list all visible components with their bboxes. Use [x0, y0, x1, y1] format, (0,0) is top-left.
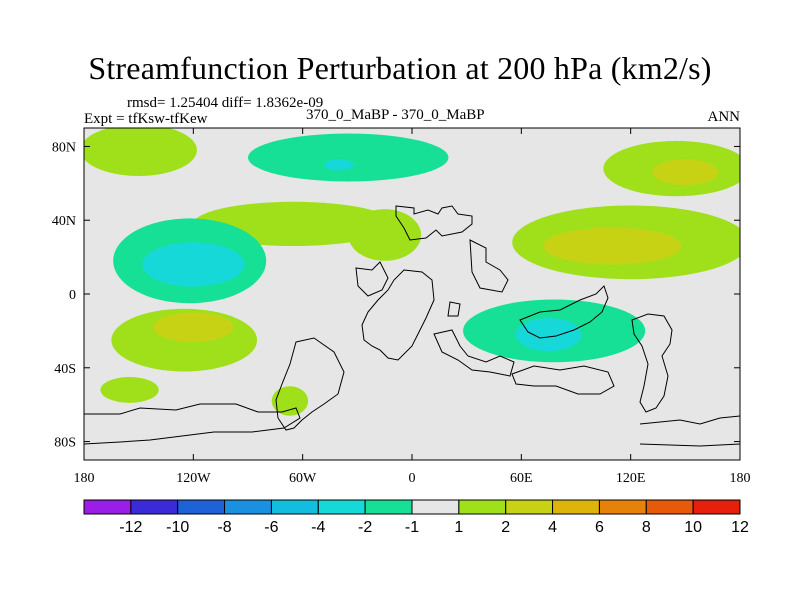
colorbar-swatch: [177, 499, 226, 515]
colorbar-label: 8: [642, 519, 651, 536]
colorbar-label: 6: [595, 519, 604, 536]
colorbar-swatch: [364, 499, 413, 515]
coast-asia: [469, 239, 509, 293]
season-label: ANN: [707, 109, 741, 125]
y-tick-label: 40N: [52, 214, 76, 229]
colorbar-swatch: [552, 499, 600, 515]
contour-region-1: [248, 133, 449, 182]
x-tick-label: 120E: [616, 471, 646, 486]
coast-europe: [395, 205, 473, 241]
contour-region-14: [515, 317, 582, 352]
colorbar-swatch: [458, 499, 507, 515]
contour-region-10: [142, 242, 245, 287]
x-tick-label: 180: [730, 471, 751, 486]
contour-region-6: [652, 159, 719, 186]
coast-arabia: [447, 301, 461, 317]
colorbar-label: 2: [501, 519, 510, 536]
colorbar-swatch: [692, 499, 741, 515]
colorbar-label: 12: [731, 519, 749, 536]
colorbar-label: -6: [264, 519, 278, 536]
contour-region-4: [348, 209, 422, 261]
colorbar-label: -1: [405, 519, 419, 536]
colorbar-label: -2: [358, 519, 372, 536]
x-tick-label: 180: [74, 471, 95, 486]
coast-india-sea: [433, 329, 515, 377]
y-tick-label: 0: [69, 288, 76, 303]
colorbar-swatch: [598, 499, 647, 515]
coast-antarctica-east: [639, 415, 740, 447]
axes: 180 120W 60W 0 60E 120E 180 80N 40N 0 40S 80S: [52, 128, 751, 486]
coastlines: [84, 205, 740, 447]
colorbar-swatch: [505, 499, 554, 515]
y-tick-label: 80N: [52, 140, 76, 155]
contour-region-15: [271, 386, 309, 416]
case-label: 370_0_MaBP - 370_0_MaBP: [306, 107, 485, 123]
colorbar-swatch: [224, 499, 272, 515]
colorbar-label: 10: [684, 519, 702, 536]
y-tick-label: 80S: [54, 436, 76, 451]
contour-region-12: [153, 312, 234, 342]
x-tick-label: 0: [409, 471, 416, 486]
colorbar-label: 1: [454, 519, 463, 536]
colorbar-swatch: [270, 499, 319, 515]
coast-sam: [275, 337, 345, 431]
colorbar-label: 4: [548, 519, 557, 536]
x-tick-label: 60W: [289, 471, 317, 486]
y-tick-label: 40S: [54, 362, 76, 377]
colorbar-label: -10: [166, 519, 189, 536]
stats-text: rmsd= 1.25404 diff= 1.8362e-09: [127, 95, 324, 111]
contour-region-16: [100, 377, 159, 403]
chart-title: Streamfunction Perturbation at 200 hPa (…: [88, 50, 712, 86]
contour-region-0: [84, 128, 197, 176]
contour-fills: [84, 128, 740, 416]
colorbar-swatch: [317, 499, 366, 515]
contour-region-8: [543, 227, 682, 265]
colorbar-swatch: [130, 499, 179, 515]
x-tick-label: 120W: [176, 471, 211, 486]
colorbar-swatch: [411, 499, 460, 515]
colorbar-swatch: [83, 499, 132, 515]
colorbar: -12 -10 -8 -6 -4 -2 -1 1 2 4 6 8 10 12: [83, 499, 749, 536]
colorbar-swatch: [645, 499, 694, 515]
coast-central-america: [355, 261, 389, 297]
coast-indonesia: [519, 285, 609, 339]
coast-africa: [361, 269, 435, 361]
contour-region-2: [324, 159, 354, 171]
colorbar-label: -12: [119, 519, 142, 536]
colorbar-label: -4: [311, 519, 325, 536]
x-tick-label: 60E: [510, 471, 533, 486]
experiment-label: Expt = tfKsw-tfKew: [84, 111, 208, 127]
coast-pacific-islands: [631, 313, 673, 413]
colorbar-label: -8: [217, 519, 231, 536]
coast-australia: [511, 365, 615, 395]
coast-antarctica: [84, 403, 301, 445]
